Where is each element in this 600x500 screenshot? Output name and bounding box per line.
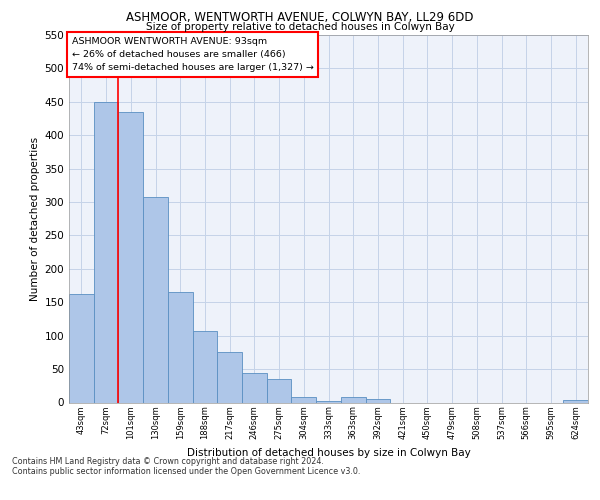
Bar [316, 401, 341, 402]
Text: Size of property relative to detached houses in Colwyn Bay: Size of property relative to detached ho… [146, 22, 454, 32]
Bar [563, 400, 588, 402]
Bar [143, 198, 168, 402]
Text: Contains public sector information licensed under the Open Government Licence v3: Contains public sector information licen… [12, 468, 361, 476]
Bar [341, 397, 365, 402]
Bar [292, 397, 316, 402]
Bar [69, 294, 94, 403]
Bar [365, 399, 390, 402]
Bar [217, 352, 242, 403]
Bar [242, 373, 267, 402]
Text: Contains HM Land Registry data © Crown copyright and database right 2024.: Contains HM Land Registry data © Crown c… [12, 458, 324, 466]
Bar [267, 379, 292, 402]
Bar [94, 102, 118, 403]
Text: ASHMOOR, WENTWORTH AVENUE, COLWYN BAY, LL29 6DD: ASHMOOR, WENTWORTH AVENUE, COLWYN BAY, L… [126, 11, 474, 24]
Bar [168, 292, 193, 403]
Bar [193, 331, 217, 402]
Y-axis label: Number of detached properties: Number of detached properties [30, 136, 40, 301]
Text: ASHMOOR WENTWORTH AVENUE: 93sqm
← 26% of detached houses are smaller (466)
74% o: ASHMOOR WENTWORTH AVENUE: 93sqm ← 26% of… [71, 37, 313, 72]
Bar [118, 112, 143, 403]
X-axis label: Distribution of detached houses by size in Colwyn Bay: Distribution of detached houses by size … [187, 448, 470, 458]
